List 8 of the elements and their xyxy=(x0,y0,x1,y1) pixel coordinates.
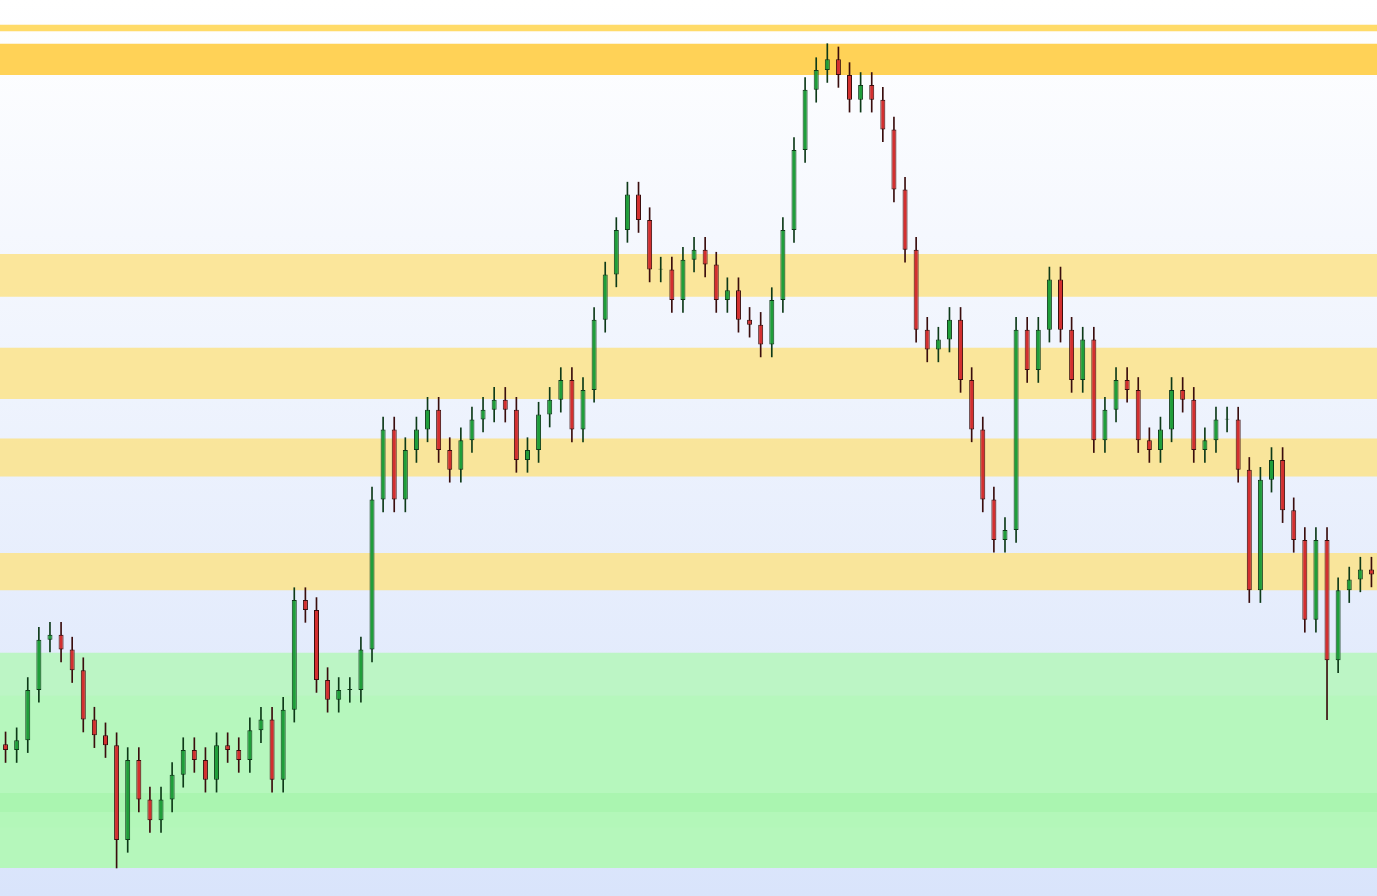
candlestick xyxy=(1058,266,1064,343)
candlestick xyxy=(1269,447,1274,493)
candlestick xyxy=(47,622,53,653)
candlestick xyxy=(347,677,353,703)
candlestick xyxy=(847,62,853,113)
candlestick xyxy=(524,437,530,473)
candlestick xyxy=(313,597,319,693)
candlestick xyxy=(103,722,108,758)
